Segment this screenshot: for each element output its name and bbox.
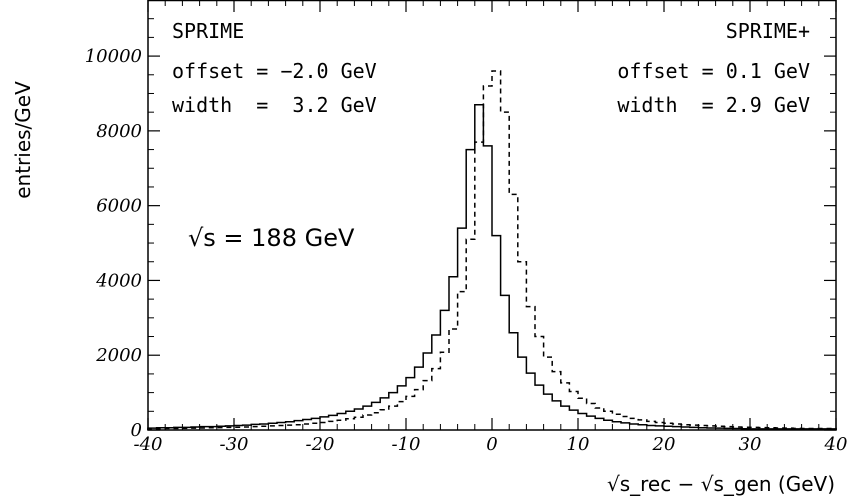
x-axis-label: √s_rec − √s_gen (GeV) [607, 472, 835, 496]
histogram-series [147, 70, 837, 430]
x-tick-label: -10 [392, 434, 421, 455]
x-tick-label: -20 [306, 434, 335, 455]
y-tick-label: 0 [131, 420, 142, 441]
x-tick-label: 0 [486, 434, 497, 455]
y-axis-label: entries/GeV [11, 81, 35, 199]
x-tick-label: 20 [652, 434, 676, 455]
series-sprime-line [147, 103, 837, 430]
x-axis-ticks: -40 -30 -20 -10 0 10 20 30 40 [134, 0, 848, 455]
series-sprime--line [147, 70, 837, 430]
x-tick-label: 40 [824, 434, 848, 455]
x-tick-label: -40 [134, 434, 163, 455]
annotation-left-name: SPRIME [172, 19, 244, 43]
y-tick-label: 8000 [96, 121, 142, 142]
x-tick-label: 30 [739, 434, 762, 455]
annotation-energy: √s = 188 GeV [188, 224, 355, 252]
y-tick-label: 2000 [95, 345, 142, 366]
annotation-right-name: SPRIME+ [726, 19, 810, 43]
y-axis-ticks: 0 2000 4000 6000 8000 10000 [85, 18, 836, 441]
y-tick-label: 4000 [95, 270, 142, 291]
annotation-left-offset: offset = −2.0 GeV [172, 59, 377, 83]
y-tick-label: 10000 [85, 46, 142, 67]
annotation-right-offset: offset = 0.1 GeV [617, 59, 810, 83]
y-tick-label: 6000 [96, 196, 142, 217]
annotation-left-width: width = 3.2 GeV [172, 93, 377, 117]
x-tick-label: -30 [220, 434, 249, 455]
x-tick-label: 10 [567, 434, 590, 455]
annotation-right-width: width = 2.9 GeV [617, 93, 810, 117]
